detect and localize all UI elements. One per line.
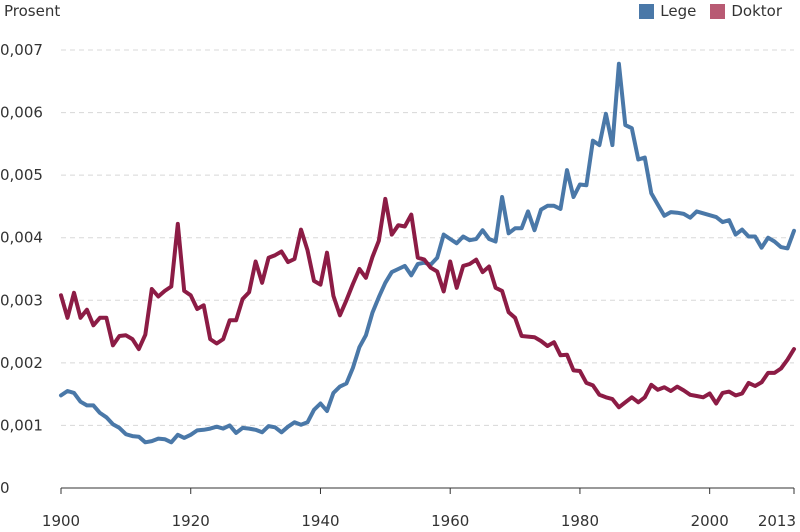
y-tick-label: 0: [0, 479, 10, 497]
y-tick-label: 0,004: [0, 229, 43, 247]
y-tick-label: 0,005: [0, 166, 43, 184]
y-axis-label: Prosent: [4, 2, 61, 20]
legend-label-doktor: Doktor: [731, 2, 782, 20]
legend-swatch-doktor: [710, 3, 726, 19]
x-tick-label: 2000: [691, 512, 729, 530]
x-axis-ticks: 1900 1920 1940 1960 1980 2000 2013: [42, 488, 796, 530]
y-tick-label: 0,003: [0, 291, 43, 309]
y-tick-label: 0,001: [0, 416, 43, 434]
y-tick-label: 0,007: [0, 41, 43, 59]
x-tick-label: 1940: [301, 512, 339, 530]
series-line-lege: [59, 61, 796, 445]
x-tick-label: 1960: [431, 512, 469, 530]
x-tick-label: 1920: [172, 512, 210, 530]
x-tick-label: 2013: [758, 512, 796, 530]
legend-item-doktor[interactable]: Doktor: [710, 2, 782, 20]
y-tick-label: 0,002: [0, 354, 43, 372]
legend-swatch-lege: [639, 3, 655, 19]
series-line-doktor: [59, 196, 796, 410]
x-tick-label: 1900: [42, 512, 80, 530]
legend-item-lege[interactable]: Lege: [639, 2, 696, 20]
gridlines: [61, 49, 794, 426]
legend: Lege Doktor: [625, 2, 782, 20]
series-lines: [59, 61, 796, 445]
y-axis-ticks: 0 0,001 0,002 0,003 0,004 0,005 0,006 0,007: [0, 41, 43, 497]
legend-label-lege: Lege: [660, 2, 697, 20]
y-tick-label: 0,006: [0, 104, 43, 122]
x-tick-label: 1980: [561, 512, 599, 530]
